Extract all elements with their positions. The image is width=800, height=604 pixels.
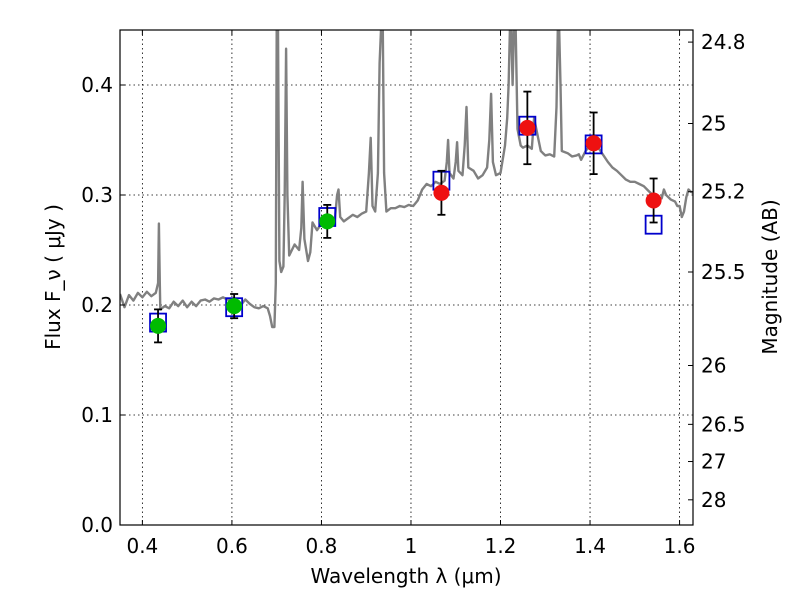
axis-ticks: 0.4 0.6 0.8 1 1.2 1.4 1.6 0.0 0.1 0.2 0.3 0.4 24.8 25… [81, 30, 746, 558]
y-tick-label: 0.1 [81, 403, 113, 427]
x-tick-label: 1.4 [574, 534, 606, 558]
y-tick-label: 0.2 [81, 293, 113, 317]
y-tick-label: 0.0 [81, 513, 113, 537]
observed-point [150, 317, 167, 334]
right-tick-label: 28 [701, 488, 726, 512]
right-tick-label: 27 [701, 450, 726, 474]
y-tick-label: 0.4 [81, 73, 113, 97]
spectrum-layer [120, 30, 693, 329]
right-tick-label: 26 [701, 354, 726, 378]
right-axis-label: Magnitude (AB) [758, 199, 782, 354]
observed-point [433, 184, 450, 201]
markers-layer [149, 90, 663, 344]
spectrum-line [120, 30, 693, 329]
right-tick-label: 24.8 [701, 30, 746, 54]
y-tick-label: 0.3 [81, 183, 113, 207]
x-axis-label: Wavelength λ (μm) [310, 564, 501, 588]
grid-lines [120, 30, 693, 525]
y-axis-label: Flux F_ν ( μJy ) [41, 204, 65, 350]
x-tick-label: 1 [405, 534, 418, 558]
observed-point [585, 135, 602, 152]
x-tick-label: 0.4 [126, 534, 158, 558]
x-tick-label: 1.2 [485, 534, 517, 558]
x-tick-label: 1.6 [664, 534, 696, 558]
right-tick-label: 25.5 [701, 260, 746, 284]
observed-point [645, 192, 662, 209]
x-tick-label: 0.6 [216, 534, 248, 558]
observed-point [319, 213, 336, 230]
right-tick-label: 25 [701, 112, 726, 136]
plot-frame [119, 29, 694, 526]
right-tick-label: 25.2 [701, 180, 746, 204]
x-tick-label: 0.8 [306, 534, 338, 558]
right-tick-label: 26.5 [701, 412, 746, 436]
observed-point [226, 298, 243, 315]
observed-point [519, 119, 536, 136]
